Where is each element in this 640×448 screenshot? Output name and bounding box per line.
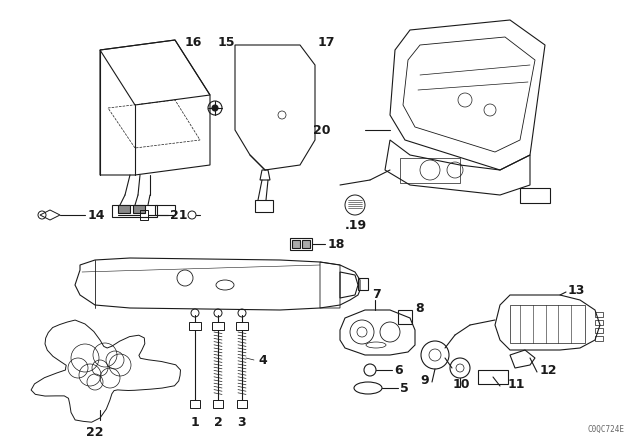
Text: 13: 13 bbox=[568, 284, 586, 297]
Text: 7: 7 bbox=[372, 289, 381, 302]
Text: 8: 8 bbox=[415, 302, 424, 314]
Bar bbox=[595, 336, 603, 341]
Text: 15: 15 bbox=[218, 35, 236, 48]
Bar bbox=[302, 240, 310, 248]
Bar bbox=[398, 310, 412, 324]
Bar bbox=[118, 205, 130, 213]
Text: 1: 1 bbox=[191, 415, 200, 428]
Bar bbox=[595, 328, 603, 333]
Bar bbox=[510, 305, 585, 343]
Bar bbox=[292, 240, 300, 248]
Bar bbox=[595, 320, 603, 325]
Circle shape bbox=[212, 105, 218, 111]
Bar bbox=[478, 370, 508, 384]
Bar bbox=[290, 238, 312, 250]
Text: 2: 2 bbox=[214, 415, 222, 428]
Bar bbox=[595, 312, 603, 317]
Text: 3: 3 bbox=[237, 415, 246, 428]
Text: 5: 5 bbox=[400, 382, 409, 395]
Text: 11: 11 bbox=[508, 379, 525, 392]
Text: 18: 18 bbox=[328, 237, 346, 250]
Text: .19: .19 bbox=[345, 219, 367, 232]
Text: 10: 10 bbox=[453, 379, 470, 392]
Text: 9: 9 bbox=[420, 374, 429, 387]
Bar bbox=[112, 205, 157, 217]
Text: 20: 20 bbox=[312, 124, 330, 137]
Text: 12: 12 bbox=[540, 363, 557, 376]
Text: 22: 22 bbox=[86, 426, 104, 439]
Bar bbox=[133, 205, 145, 213]
Text: 21: 21 bbox=[170, 208, 188, 221]
Bar bbox=[400, 158, 460, 183]
Text: C0QC724E: C0QC724E bbox=[588, 425, 625, 434]
Text: 14: 14 bbox=[88, 208, 106, 221]
Bar bbox=[140, 210, 148, 220]
Text: 16: 16 bbox=[185, 35, 202, 48]
Text: 4: 4 bbox=[258, 353, 267, 366]
Text: 6: 6 bbox=[394, 363, 403, 376]
Bar bbox=[155, 205, 175, 215]
Text: 17: 17 bbox=[318, 35, 335, 48]
Bar bbox=[520, 188, 550, 203]
Bar bbox=[255, 200, 273, 212]
